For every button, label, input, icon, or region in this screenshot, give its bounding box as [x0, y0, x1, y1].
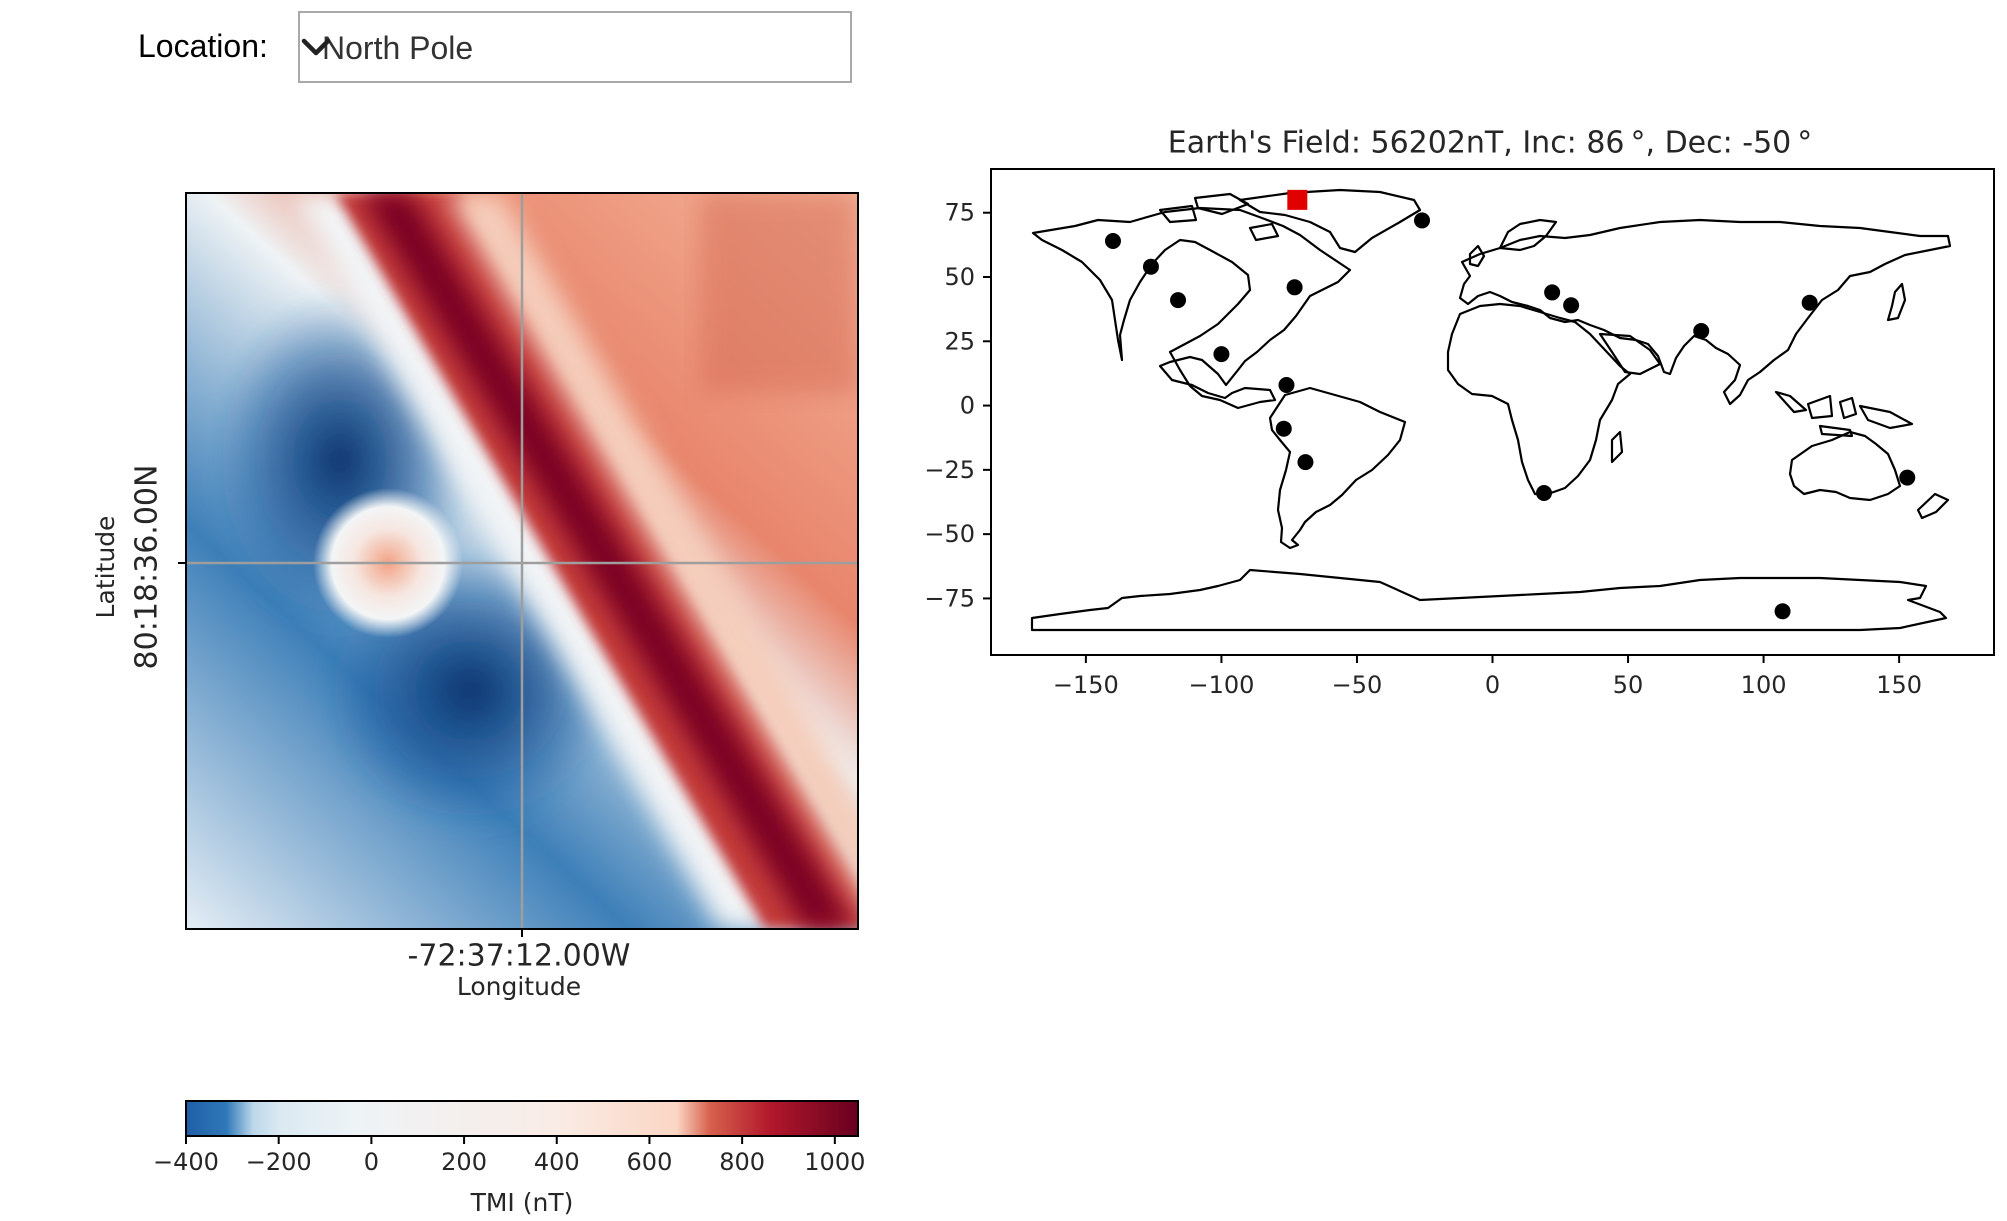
location-selected-value: North Pole — [322, 30, 474, 66]
map-points — [1104, 189, 1916, 620]
world-map — [1030, 188, 1952, 632]
map-yticks: 75 50 25 0 −25 −50 −75 — [924, 199, 991, 612]
map-ytick-label: 75 — [944, 199, 975, 227]
map-xtick-label: 50 — [1613, 671, 1644, 699]
colorbar-tick-label: 800 — [719, 1148, 765, 1176]
colorbar-tick-label: 400 — [534, 1148, 580, 1176]
south-america-outline — [1268, 386, 1407, 550]
chevron-down-icon — [301, 38, 331, 56]
colorbar-tick-label: 600 — [627, 1148, 673, 1176]
map-ytick-label: 50 — [944, 263, 975, 291]
y-center-label: 80:18:36.00N — [130, 465, 165, 670]
location-point[interactable] — [1693, 323, 1710, 339]
colorbar-tick-label: −200 — [246, 1148, 312, 1176]
location-point[interactable] — [1536, 485, 1553, 501]
map-xtick-label: −50 — [1332, 671, 1383, 699]
map-ytick-label: −75 — [924, 584, 975, 612]
antarctica-outline — [1030, 568, 1948, 632]
map-title: Earth's Field: 56202nT, Inc: 86 °, Dec: … — [1168, 126, 1813, 161]
location-point[interactable] — [1213, 346, 1230, 363]
location-point[interactable] — [1544, 284, 1561, 301]
map-xtick-label: 0 — [1485, 671, 1500, 699]
selected-location-marker[interactable] — [1287, 189, 1308, 210]
eurasia-outline — [1458, 218, 1952, 406]
map-xtick-label: −150 — [1053, 671, 1119, 699]
colorbar-tick-label: −400 — [153, 1148, 219, 1176]
colorbar-tick-label: 1000 — [804, 1148, 865, 1176]
location-point[interactable] — [1286, 279, 1303, 296]
location-point[interactable] — [1142, 258, 1159, 275]
location-point[interactable] — [1170, 292, 1187, 309]
greenland-outline — [1238, 188, 1422, 254]
location-point[interactable] — [1899, 469, 1916, 486]
map-xticks: −150 −100 −50 0 50 100 150 — [1053, 655, 1922, 699]
location-dropdown[interactable]: North Pole — [298, 11, 852, 83]
location-point[interactable] — [1104, 233, 1121, 249]
map-xtick-label: −100 — [1188, 671, 1254, 699]
map-ytick-label: 0 — [960, 392, 975, 420]
x-center-label: -72:37:12.00W — [408, 939, 631, 974]
location-point[interactable] — [1297, 454, 1314, 471]
africa-outline — [1446, 302, 1632, 496]
location-point[interactable] — [1414, 212, 1431, 229]
map-xtick-label: 150 — [1876, 671, 1922, 699]
heatmap-xlabel: Longitude — [457, 972, 581, 1001]
location-label: Location: — [138, 28, 268, 64]
colorbar-ticks: −400 −200 0 200 400 600 800 1000 — [153, 1136, 865, 1176]
location-point[interactable] — [1801, 294, 1818, 311]
colorbar-label: TMI (nT) — [470, 1188, 574, 1217]
colorbar — [185, 1100, 859, 1137]
location-point[interactable] — [1563, 297, 1580, 314]
location-point[interactable] — [1774, 603, 1791, 620]
map-ytick-label: −50 — [924, 520, 975, 548]
map-xtick-label: 100 — [1741, 671, 1787, 699]
colorbar-tick-label: 200 — [441, 1148, 487, 1176]
map-ytick-label: −25 — [924, 456, 975, 484]
australia-outline — [1788, 430, 1902, 502]
heatmap-ylabel: Latitude — [91, 516, 120, 619]
north-america-outline — [1031, 206, 1352, 410]
location-point[interactable] — [1278, 377, 1295, 393]
tmi-heatmap — [186, 193, 858, 929]
location-point[interactable] — [1275, 420, 1292, 437]
colorbar-tick-label: 0 — [364, 1148, 379, 1176]
map-ytick-label: 25 — [944, 327, 975, 355]
